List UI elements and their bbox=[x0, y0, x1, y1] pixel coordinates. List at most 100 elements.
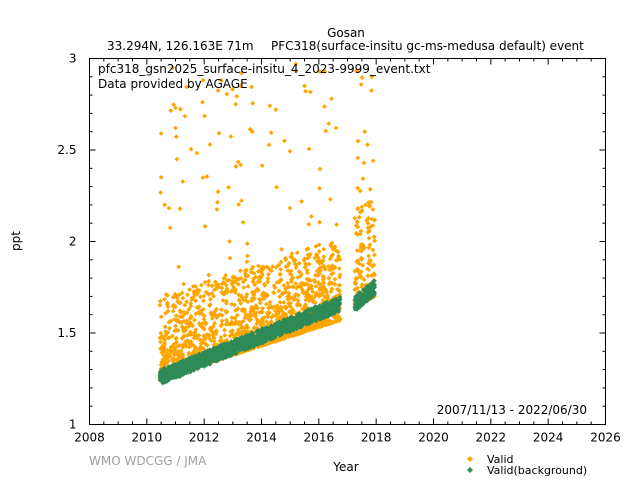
data-point-valid bbox=[238, 301, 244, 306]
data-point-valid bbox=[292, 257, 298, 263]
data-point-background bbox=[215, 351, 220, 356]
data-point-valid bbox=[178, 348, 184, 354]
data-point-valid bbox=[206, 292, 212, 297]
data-point-valid bbox=[355, 219, 360, 225]
data-point-background bbox=[313, 314, 319, 320]
data-point-valid bbox=[231, 335, 237, 340]
data-point-valid bbox=[159, 334, 164, 340]
data-point-background bbox=[297, 316, 303, 322]
data-point-background bbox=[243, 334, 249, 340]
data-point-valid bbox=[242, 271, 248, 277]
data-point-background bbox=[206, 351, 212, 357]
data-point-valid bbox=[184, 333, 190, 338]
data-point-valid bbox=[326, 281, 332, 287]
data-point-background bbox=[218, 347, 223, 353]
data-point-valid bbox=[208, 296, 213, 302]
data-point-valid bbox=[296, 269, 302, 274]
data-point-valid bbox=[173, 335, 179, 341]
data-point-valid bbox=[176, 318, 182, 324]
data-point-valid bbox=[366, 253, 371, 259]
data-point-valid bbox=[281, 283, 287, 288]
data-point-valid bbox=[158, 131, 164, 136]
x-tick-label: 2008 bbox=[74, 431, 105, 445]
data-point-valid bbox=[365, 215, 371, 221]
data-point-background bbox=[237, 342, 243, 347]
data-point-background bbox=[166, 377, 172, 383]
data-point-valid bbox=[238, 293, 244, 298]
data-point-valid bbox=[352, 215, 358, 221]
data-point-background bbox=[362, 293, 368, 299]
data-point-valid bbox=[227, 333, 233, 339]
data-point-valid bbox=[214, 315, 220, 320]
data-point-valid bbox=[309, 283, 314, 289]
data-point-background bbox=[223, 353, 229, 358]
data-point-valid bbox=[239, 198, 244, 203]
data-point-valid bbox=[222, 327, 227, 333]
data-point-valid bbox=[245, 253, 250, 259]
data-point-valid bbox=[199, 311, 205, 317]
data-point-valid bbox=[202, 280, 208, 285]
data-point-valid bbox=[181, 281, 187, 287]
data-point-valid bbox=[309, 286, 315, 291]
data-point-valid bbox=[294, 250, 300, 256]
data-point-valid bbox=[336, 266, 342, 271]
data-point-valid bbox=[359, 256, 365, 262]
data-point-valid bbox=[321, 284, 327, 290]
data-point-valid bbox=[183, 339, 188, 344]
data-point-valid bbox=[276, 288, 282, 294]
data-point-valid bbox=[202, 113, 207, 119]
data-point-valid bbox=[238, 320, 243, 326]
data-point-valid bbox=[232, 315, 238, 321]
data-point-valid bbox=[303, 297, 309, 303]
data-point-valid bbox=[266, 271, 271, 277]
data-point-valid bbox=[263, 294, 269, 299]
data-point-valid bbox=[321, 254, 327, 260]
data-point-valid bbox=[304, 268, 310, 273]
data-point-background bbox=[330, 308, 335, 314]
data-point-valid bbox=[334, 287, 340, 292]
data-point-valid bbox=[215, 282, 221, 288]
data-point-background bbox=[321, 312, 327, 318]
data-point-valid bbox=[268, 319, 274, 325]
data-point-valid bbox=[170, 308, 176, 314]
data-point-valid bbox=[329, 96, 335, 102]
data-point-valid bbox=[360, 263, 365, 268]
data-point-background bbox=[370, 281, 376, 287]
data-point-background bbox=[308, 312, 314, 318]
data-point-valid bbox=[212, 330, 218, 336]
data-point-background bbox=[188, 369, 193, 375]
data-point-valid bbox=[321, 246, 327, 252]
data-point-valid bbox=[219, 78, 224, 83]
data-point-valid bbox=[184, 299, 189, 304]
data-point-valid bbox=[249, 84, 254, 90]
data-point-valid bbox=[357, 209, 363, 215]
data-point-valid bbox=[283, 257, 289, 263]
data-point-valid bbox=[187, 287, 192, 292]
data-point-background bbox=[197, 364, 202, 369]
data-point-valid bbox=[166, 319, 172, 325]
data-point-valid bbox=[182, 302, 188, 308]
data-point-background bbox=[357, 290, 363, 296]
data-point-valid bbox=[296, 260, 302, 266]
data-point-valid bbox=[209, 329, 215, 335]
data-point-valid bbox=[367, 186, 373, 192]
data-point-valid bbox=[260, 315, 266, 321]
data-point-valid bbox=[304, 289, 310, 295]
data-point-valid bbox=[212, 279, 218, 285]
data-point-valid bbox=[291, 297, 297, 303]
data-point-background bbox=[279, 320, 285, 326]
data-point-valid bbox=[352, 268, 358, 274]
data-point-valid bbox=[165, 330, 171, 335]
data-point-valid bbox=[196, 288, 202, 294]
data-point-valid bbox=[260, 293, 266, 299]
data-point-valid bbox=[371, 273, 377, 278]
data-point-valid bbox=[239, 330, 245, 335]
data-point-valid bbox=[157, 335, 163, 341]
data-point-valid bbox=[183, 343, 188, 348]
data-point-valid bbox=[362, 129, 368, 135]
data-point-background bbox=[262, 332, 267, 338]
data-point-valid bbox=[194, 288, 200, 294]
data-point-valid bbox=[201, 313, 207, 319]
data-point-valid bbox=[313, 244, 319, 249]
data-point-valid bbox=[368, 199, 374, 205]
